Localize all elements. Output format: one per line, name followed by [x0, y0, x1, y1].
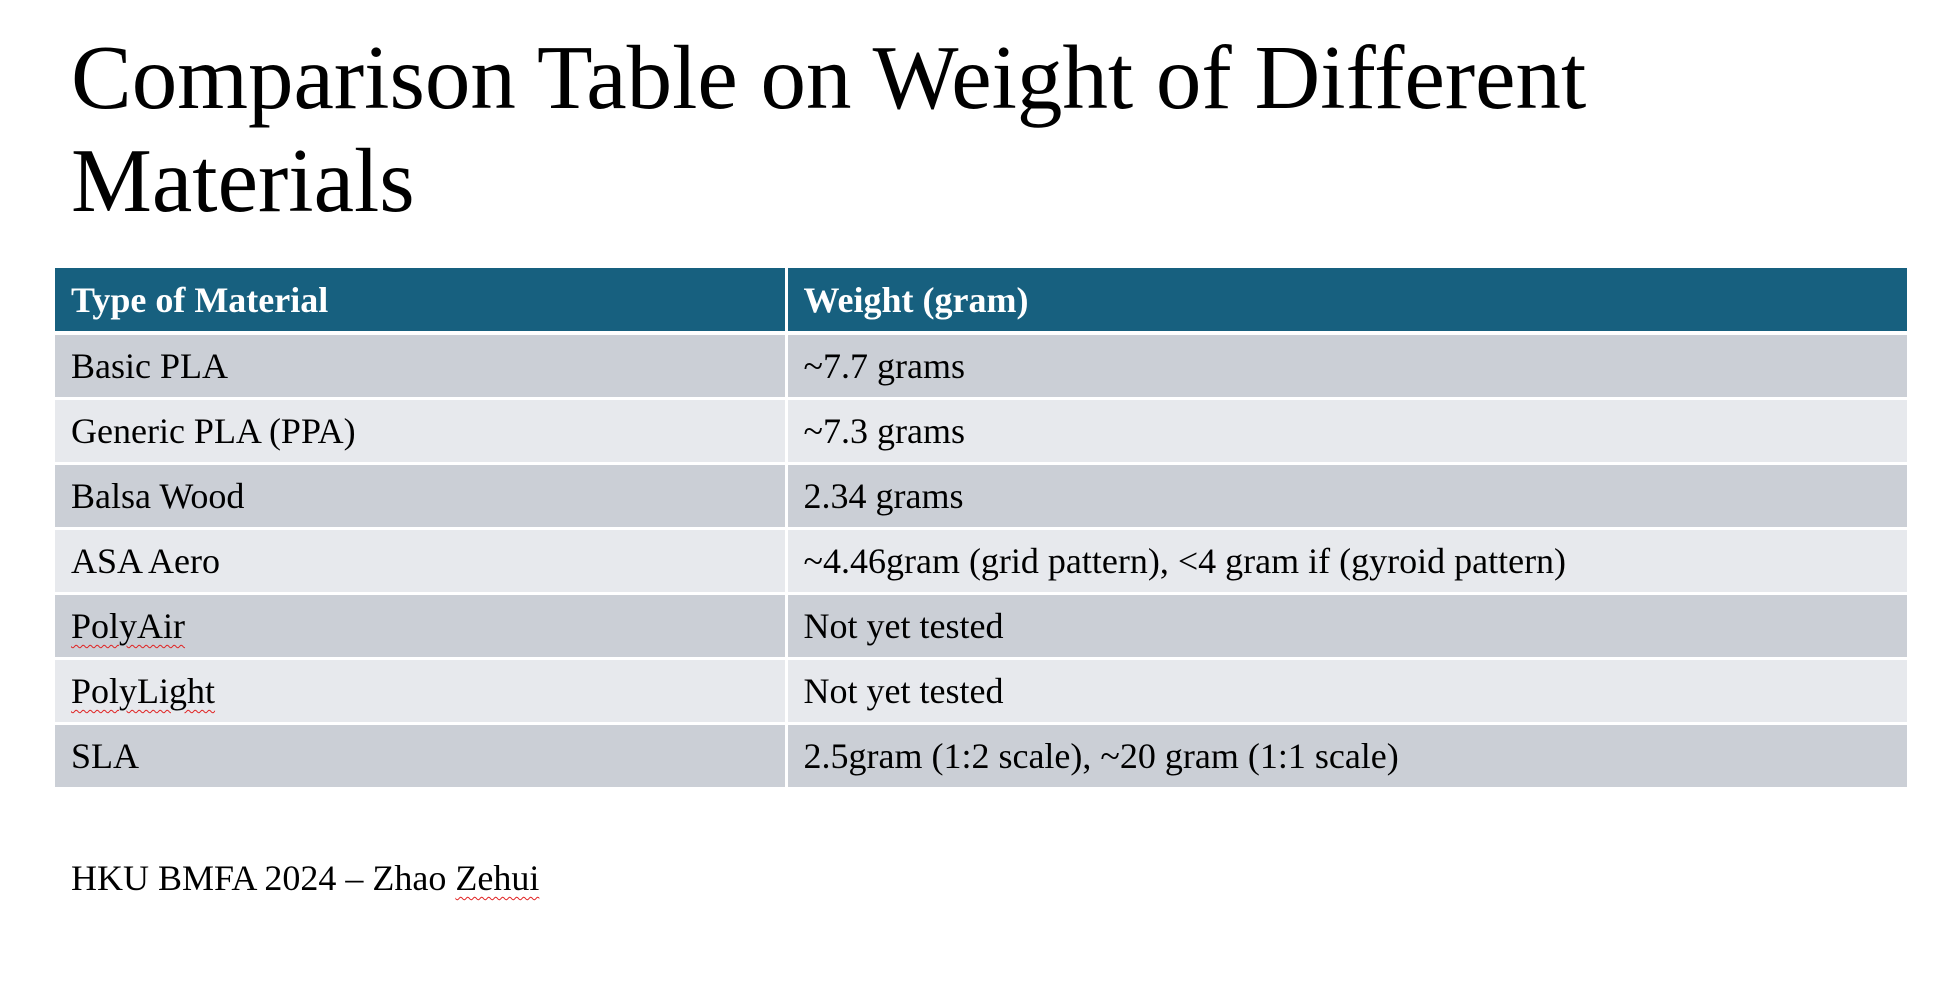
- spellcheck-flagged-text: PolyAir: [71, 606, 186, 646]
- weight-cell: 2.5gram (1:2 scale), ~20 gram (1:1 scale…: [786, 723, 1907, 787]
- table-row: Basic PLA ~7.7 grams: [55, 333, 1907, 400]
- column-header-material: Type of Material: [55, 268, 788, 335]
- material-cell: PolyAir: [55, 593, 788, 660]
- weight-cell: Not yet tested: [786, 658, 1907, 725]
- table-row: PolyLight Not yet tested: [55, 658, 1907, 725]
- spellcheck-flagged-text: Zehui: [455, 858, 540, 898]
- weight-cell: ~7.3 grams: [786, 398, 1907, 465]
- slide-footer: HKU BMFA 2024 – Zhao Zehui: [71, 857, 539, 899]
- weight-cell: Not yet tested: [786, 593, 1907, 660]
- footer-text: HKU BMFA 2024 – Zhao: [71, 858, 456, 898]
- weight-cell: ~4.46gram (grid pattern), <4 gram if (gy…: [786, 528, 1907, 595]
- material-cell: SLA: [55, 723, 788, 787]
- material-cell: PolyLight: [55, 658, 788, 725]
- weight-comparison-table: Type of Material Weight (gram) Basic PLA…: [55, 268, 1907, 787]
- spellcheck-flagged-text: PolyLight: [71, 671, 216, 711]
- table-row: SLA 2.5gram (1:2 scale), ~20 gram (1:1 s…: [55, 723, 1907, 787]
- table-row: Balsa Wood 2.34 grams: [55, 463, 1907, 530]
- material-cell: Generic PLA (PPA): [55, 398, 788, 465]
- material-cell: Balsa Wood: [55, 463, 788, 530]
- table-header-row: Type of Material Weight (gram): [55, 268, 1907, 335]
- table-row: ASA Aero ~4.46gram (grid pattern), <4 gr…: [55, 528, 1907, 595]
- column-header-weight: Weight (gram): [786, 268, 1907, 335]
- slide-title: Comparison Table on Weight of Different …: [71, 27, 1587, 231]
- table-row: PolyAir Not yet tested: [55, 593, 1907, 660]
- material-cell: Basic PLA: [55, 333, 788, 400]
- weight-cell: 2.34 grams: [786, 463, 1907, 530]
- material-cell: ASA Aero: [55, 528, 788, 595]
- weight-cell: ~7.7 grams: [786, 333, 1907, 400]
- table-row: Generic PLA (PPA) ~7.3 grams: [55, 398, 1907, 465]
